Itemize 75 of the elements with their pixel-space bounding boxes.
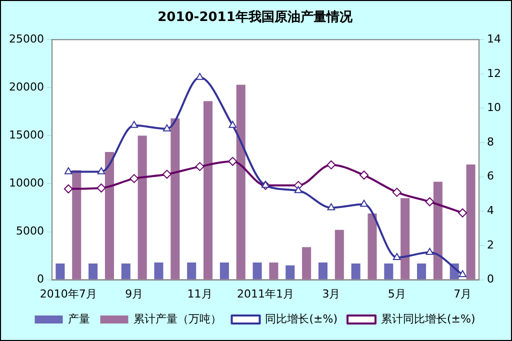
bar (334, 230, 344, 280)
bar (154, 262, 164, 280)
bar (104, 152, 114, 280)
y2-tick-label: 0 (487, 272, 494, 286)
bar (252, 262, 262, 280)
legend-label: 同比增长(±%) (265, 312, 338, 326)
point (458, 208, 468, 218)
y2-tick-label: 12 (487, 66, 502, 80)
point (360, 170, 369, 180)
point (392, 188, 402, 197)
point (228, 120, 237, 128)
bar (121, 263, 130, 280)
x-tick-label: 7月 (454, 287, 472, 300)
chart-title: 2010-2011年我国原油产量情况 (158, 9, 354, 26)
x-tick-label: 2010年7月 (40, 287, 97, 300)
y-tick-label: 15000 (8, 128, 44, 142)
point (96, 184, 106, 193)
legend-label: 累计产量（万吨） (134, 312, 222, 326)
x-tick-label: 3月 (322, 287, 340, 300)
y-tick-label: 25000 (8, 32, 44, 46)
y-tick-label: 10000 (8, 176, 44, 190)
y2-tick-label: 4 (487, 204, 494, 218)
bar (351, 263, 360, 280)
bar (433, 182, 442, 280)
y2-tick-label: 2 (487, 238, 494, 252)
bar (88, 263, 98, 280)
bar (56, 263, 65, 280)
y2-tick-label: 14 (487, 32, 502, 46)
legend-label: 累计同比增长(±%) (381, 312, 476, 326)
bar (204, 101, 213, 280)
point (294, 186, 302, 194)
bar (220, 262, 229, 280)
y2-tick-label: 10 (487, 101, 502, 114)
bar (72, 170, 82, 280)
point (195, 162, 204, 172)
bar (302, 247, 312, 280)
point (130, 174, 139, 184)
x-tick-label: 9月 (125, 287, 144, 300)
point (196, 72, 204, 80)
point (64, 167, 72, 174)
point (426, 248, 434, 255)
bar (269, 262, 278, 280)
bar (138, 136, 147, 280)
point (162, 170, 172, 179)
point (458, 270, 467, 278)
y2-tick-label: 8 (487, 135, 494, 148)
y-tick-label: 20000 (8, 80, 44, 94)
point (360, 200, 368, 207)
bar (368, 214, 377, 280)
point (228, 156, 238, 166)
bar (236, 84, 246, 280)
point (326, 160, 336, 170)
point (162, 124, 171, 132)
bar (384, 263, 394, 280)
point (262, 180, 270, 188)
y2-tick-label: 6 (487, 170, 494, 183)
bar (400, 198, 410, 280)
point (425, 197, 434, 206)
y-tick-label: 5000 (16, 224, 44, 238)
bar (318, 262, 328, 280)
legend-label: 产量 (68, 312, 90, 326)
bar (286, 265, 295, 280)
x-tick-label: 11月 (187, 287, 212, 300)
point (327, 203, 336, 210)
bar (170, 118, 180, 280)
x-tick-label: 5月 (388, 287, 406, 300)
bar (417, 263, 426, 280)
y-tick-label: 0 (36, 272, 44, 286)
point (64, 184, 73, 194)
point (97, 167, 106, 174)
point (392, 252, 401, 260)
bar (466, 164, 476, 280)
x-tick-label: 2011年1月 (237, 287, 294, 300)
bar (187, 262, 196, 280)
point (130, 120, 138, 128)
